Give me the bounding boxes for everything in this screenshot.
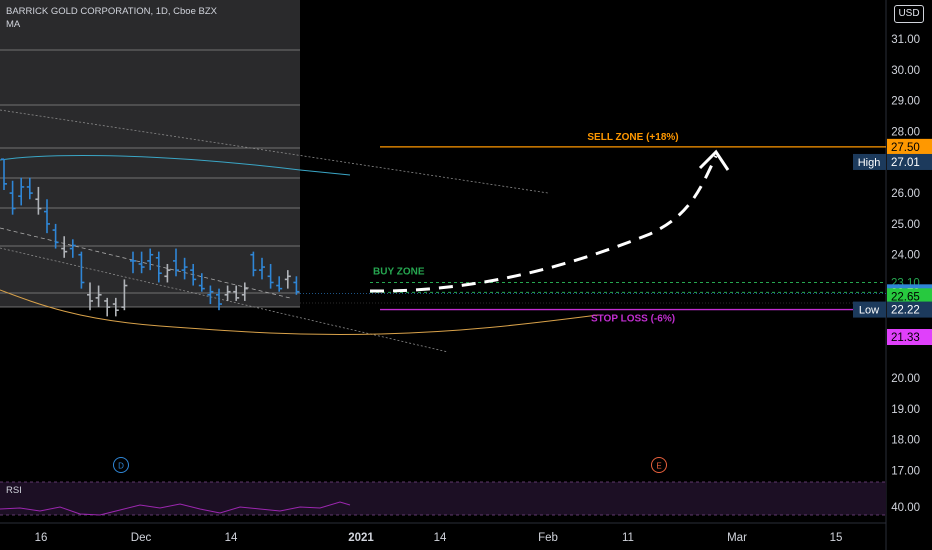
- price-tick-label: 28.00: [891, 126, 920, 138]
- price-tag-label-bg: [853, 301, 886, 318]
- rsi-tick-label: 40.00: [891, 502, 920, 514]
- candle-bar: [130, 251, 136, 274]
- price-tag-value: 22.65: [891, 291, 920, 303]
- candle-bar: [250, 251, 257, 277]
- price-tag: 22.65: [887, 288, 932, 305]
- price-tag: 27.50: [887, 138, 932, 155]
- price-tag-label: Low: [859, 305, 879, 317]
- time-tick-label: Mar: [727, 532, 747, 544]
- price-tick-label: 25.00: [891, 219, 920, 231]
- time-tick-label: 15: [830, 532, 843, 544]
- candle-bar: [173, 248, 179, 277]
- price-tag: 21.33: [887, 329, 932, 346]
- candle-bar: [112, 297, 119, 317]
- price-tag-bg: [887, 329, 932, 346]
- rsi-band: [0, 482, 886, 515]
- candle-bar: [267, 263, 274, 289]
- price-tag-value: 21.33: [891, 332, 920, 344]
- candle-bar: [61, 236, 68, 258]
- price-tick-label: 29.00: [891, 96, 920, 108]
- ma-blue-line: [0, 155, 351, 176]
- candle-bar: [44, 199, 50, 234]
- candle-bar: [164, 263, 171, 283]
- candle-bar: [26, 177, 33, 200]
- price-tag-bg: [887, 301, 932, 318]
- price-tag-label: High: [858, 157, 881, 169]
- stop-loss-label: STOP LOSS (-6%): [591, 314, 675, 325]
- price-tick-label: 19.00: [891, 404, 920, 416]
- event-marker-circle: [113, 457, 129, 473]
- price-tag-value: 27.50: [891, 142, 920, 154]
- symbol-title: BARRICK GOLD CORPORATION, 1D, Cboe BZX: [6, 6, 217, 17]
- candle-bar: [216, 288, 222, 311]
- price-tag: High 27.01: [853, 153, 932, 170]
- price-tag-bg: [887, 288, 932, 305]
- price-tag-value: 27.01: [891, 157, 920, 169]
- buy-zone-label: BUY ZONE: [373, 266, 425, 277]
- projection-arrow-icon: [698, 149, 730, 171]
- candle-bar: [293, 276, 300, 295]
- ma-orange-line: [0, 289, 599, 336]
- event-marker: D: [113, 457, 129, 473]
- channel-lower-line: [0, 247, 449, 353]
- price-tick-label: 26.00: [891, 188, 920, 200]
- time-tick-label: 16: [35, 532, 48, 544]
- candle-bar: [190, 263, 197, 286]
- candle-bar: [147, 248, 154, 271]
- candle-bar: [9, 180, 16, 215]
- candle-bar: [121, 279, 128, 311]
- channel-mid-line: [0, 227, 291, 299]
- candle-bar: [181, 257, 188, 280]
- candle-bar: [87, 282, 93, 311]
- time-tick-label: 14: [434, 532, 447, 544]
- price-tag-bg: [887, 138, 932, 155]
- candle-bar: [35, 186, 42, 215]
- price-tick-label: 17.00: [891, 465, 920, 477]
- rsi-label: RSI: [6, 485, 22, 496]
- candle-bar: [104, 297, 111, 317]
- candle-bar: [78, 251, 85, 289]
- candle-bar: [207, 285, 214, 305]
- event-marker-letter: E: [656, 462, 661, 471]
- rsi-line: [0, 501, 351, 516]
- price-tick-label: 20.00: [891, 373, 920, 385]
- candle-bar: [69, 239, 76, 258]
- time-tick-label: Dec: [131, 532, 152, 544]
- price-tag-bg: [887, 153, 932, 170]
- price-tag: Low 22.22: [853, 301, 932, 318]
- price-tick-label: 31.00: [891, 34, 920, 46]
- candle-bar: [52, 223, 59, 249]
- price-tick-label: 24.00: [891, 250, 920, 262]
- candle-bar: [276, 276, 283, 292]
- candle-bar: [138, 251, 145, 274]
- indicator-label: MA: [6, 19, 21, 30]
- sell-zone-label: SELL ZONE (+18%): [587, 132, 678, 143]
- candle-bar: [233, 285, 240, 301]
- candle-bar: [241, 282, 248, 301]
- event-marker-circle: [651, 457, 667, 473]
- price-tag-label-bg: [853, 153, 886, 170]
- price-tick-label: 30.00: [891, 65, 920, 77]
- candle-bar: [18, 177, 25, 206]
- candle-bar: [1, 158, 7, 191]
- time-tick-label: 2021: [348, 532, 374, 544]
- price-tick-label: 18.00: [891, 435, 920, 447]
- candle-bar: [198, 273, 205, 292]
- candle-bar: [155, 251, 162, 283]
- currency-button[interactable]: USD: [894, 5, 924, 23]
- channel-upper-line: [0, 109, 549, 194]
- event-marker: E: [651, 457, 667, 473]
- candle-bar: [259, 257, 265, 280]
- price-tag-value: 22.22: [891, 305, 920, 317]
- chart-header: BARRICK GOLD CORPORATION, 1D, Cboe BZX M…: [6, 5, 217, 31]
- event-marker-letter: D: [118, 462, 124, 471]
- projection-path: [369, 155, 718, 293]
- time-tick-label: Feb: [538, 532, 558, 544]
- candle-bar: [224, 285, 231, 301]
- candle-bar: [95, 285, 102, 308]
- time-tick-label: 14: [225, 532, 238, 544]
- candle-bar: [284, 270, 291, 289]
- time-tick-label: 11: [622, 532, 634, 544]
